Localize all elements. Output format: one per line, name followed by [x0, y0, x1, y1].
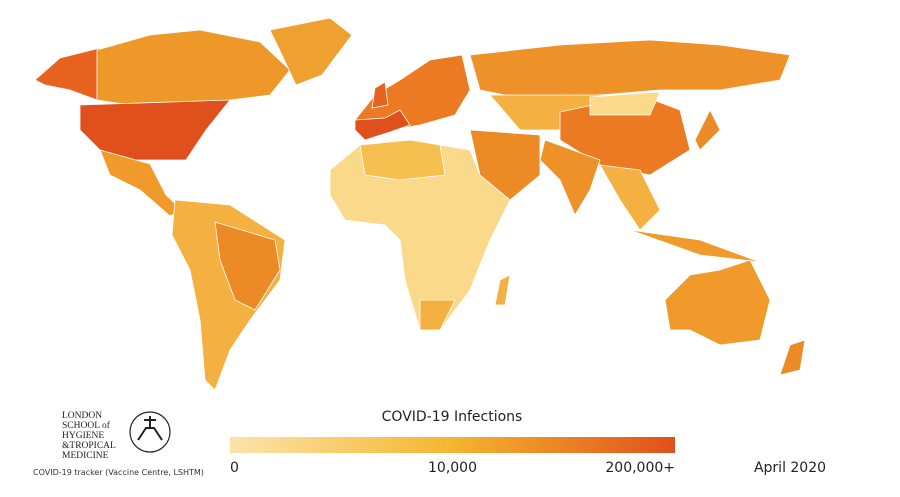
madagascar [494, 274, 511, 306]
middle-east [469, 129, 541, 201]
western-europe [354, 109, 411, 141]
india [539, 139, 601, 216]
legend-tick-label: 0 [230, 460, 239, 476]
date-label: April 2020 [754, 460, 826, 476]
north-africa [359, 139, 446, 181]
logo-line: LONDON [62, 411, 102, 421]
usa [79, 99, 231, 161]
japan [694, 109, 721, 151]
south-africa [419, 299, 456, 331]
legend-title: COVID-19 Infections [382, 409, 523, 425]
world-map [34, 17, 806, 391]
logo-line: &TROPICAL [62, 441, 116, 451]
new-zealand [779, 339, 806, 376]
logo-emblem [129, 411, 171, 453]
brazil [214, 221, 281, 311]
greenland [269, 17, 353, 86]
logo-line: SCHOOL of [62, 420, 111, 431]
credit: COVID-19 tracker (Vaccine Centre, LSHTM) [33, 468, 204, 477]
southeast-asia [599, 164, 661, 231]
legend-tick-label: 200,000+ [605, 460, 675, 476]
mongolia [589, 91, 661, 116]
logo-line: MEDICINE [62, 451, 109, 461]
logo-line: HYGIENE [62, 431, 104, 441]
uk [371, 81, 389, 109]
australia [664, 259, 771, 346]
russia [469, 39, 791, 101]
legend-tick-label: 10,000 [428, 460, 477, 476]
indonesia [629, 229, 761, 263]
logo-figure [137, 416, 163, 441]
canada [96, 29, 291, 106]
alaska [34, 47, 101, 101]
color-bar [230, 437, 675, 453]
